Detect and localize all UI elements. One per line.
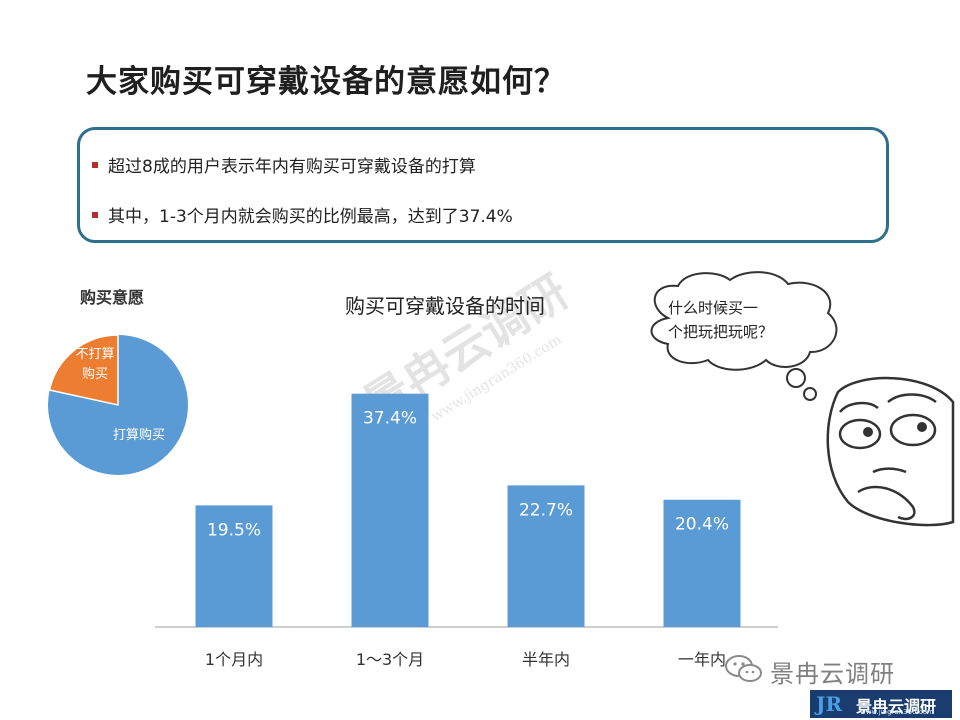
bullet-item: 其中，1-3个月内就会购买的比例最高，达到了37.4% bbox=[92, 202, 513, 227]
bar-value-label: 19.5% bbox=[207, 520, 261, 540]
bar-value-label: 22.7% bbox=[519, 500, 573, 520]
bar-value-label: 20.4% bbox=[675, 515, 729, 535]
bullet-text: 超过8成的用户表示年内有购买可穿戴设备的打算 bbox=[108, 157, 476, 177]
bar bbox=[507, 485, 585, 627]
pie-slice-not-buy bbox=[48, 334, 119, 406]
logo-url: www.jingran360.com bbox=[860, 708, 934, 716]
wechat-icon bbox=[725, 655, 762, 682]
pie-label-buy: 打算购买 bbox=[112, 428, 165, 443]
bullet-item: 超过8成的用户表示年内有购买可穿戴设备的打算 bbox=[92, 152, 476, 177]
x-tick-label: 一年内 bbox=[678, 650, 726, 669]
bar bbox=[351, 393, 429, 627]
summary-callout: 超过8成的用户表示年内有购买可穿戴设备的打算 其中，1-3个月内就会购买的比例最… bbox=[77, 127, 889, 243]
bar-chart-title: 购买可穿戴设备的时间 bbox=[345, 294, 545, 318]
square-bullet-icon bbox=[92, 161, 98, 168]
logo-text: 景冉云调研 bbox=[856, 697, 937, 716]
square-bullet-icon bbox=[92, 211, 98, 218]
pie-label-not-buy: 不打算 购买 bbox=[75, 347, 115, 382]
bar bbox=[195, 505, 273, 627]
logo-letters: JR bbox=[816, 692, 843, 716]
purchase-time-bar-chart: 19.5% 1个月内 37.4% 1～3个月 22.7% 半年内 20.4% 一年内 bbox=[155, 393, 778, 669]
pie-title: 购买意愿 bbox=[80, 288, 145, 307]
thought-bubble bbox=[650, 271, 838, 401]
bar-value-label: 37.4% bbox=[363, 409, 417, 429]
thought-bubble-text: 什么时候买一 个把玩把玩呢？ bbox=[668, 299, 774, 341]
x-tick-label: 1个月内 bbox=[205, 650, 263, 669]
bullet-text: 其中，1-3个月内就会购买的比例最高，达到了37.4% bbox=[108, 207, 513, 227]
x-tick-label: 半年内 bbox=[522, 650, 570, 669]
bar bbox=[663, 499, 741, 627]
x-tick-label: 1～3个月 bbox=[356, 650, 424, 669]
purchase-intent-pie bbox=[48, 334, 188, 475]
thinking-face-icon bbox=[826, 376, 955, 527]
footer-brand: 景冉云调研 bbox=[770, 660, 895, 688]
footer-logo: JR 景冉云调研 www.jingran360.com bbox=[810, 690, 952, 718]
page-title: 大家购买可穿戴设备的意愿如何？ bbox=[86, 64, 566, 100]
